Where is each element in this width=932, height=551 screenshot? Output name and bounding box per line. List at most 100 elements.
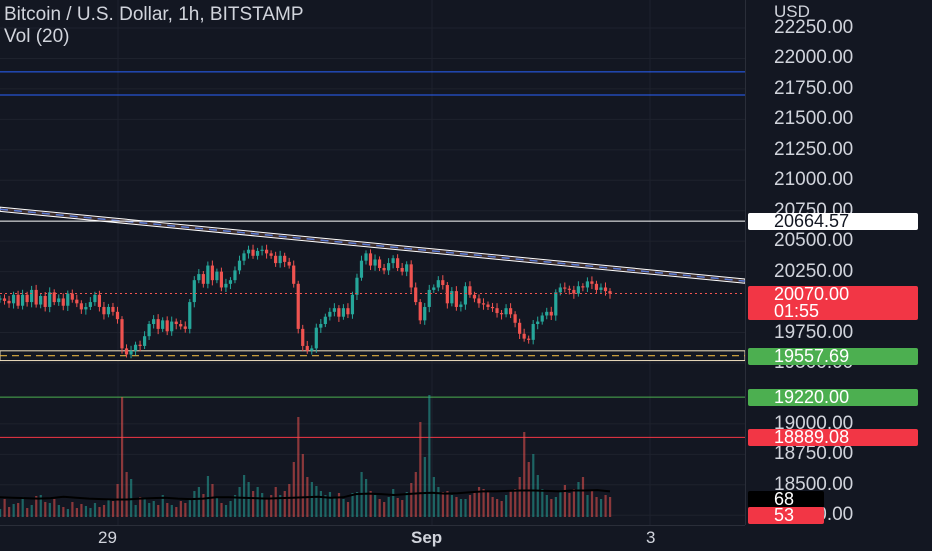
candle-body	[246, 249, 251, 254]
volume-ma-line	[0, 489, 611, 501]
candle-body	[576, 286, 580, 294]
candle-body	[264, 249, 269, 254]
symbol-title[interactable]: Bitcoin / U.S. Dollar, 1h, BITSTAMP	[4, 4, 304, 25]
candle-body	[102, 306, 106, 315]
volume-bar	[8, 507, 11, 517]
candle-body	[260, 249, 264, 251]
volume-bar	[238, 487, 241, 517]
candle-body	[228, 280, 233, 284]
volume-bar	[355, 492, 359, 517]
candle-body	[563, 287, 567, 289]
volume-bar	[599, 499, 603, 517]
time-axis[interactable]: 29 Sep 3	[0, 525, 745, 551]
candle-body	[377, 259, 382, 268]
price-axis[interactable]: USD 22250.00 22000.00 21750.00 21500.00 2125…	[745, 0, 932, 525]
volume-bar	[550, 499, 553, 517]
volume-bar	[243, 475, 246, 517]
volume-bar	[252, 491, 255, 517]
candle-body	[590, 281, 594, 284]
volume-bar	[324, 495, 327, 517]
volume-bar	[166, 503, 169, 517]
volume-bar	[581, 477, 585, 517]
candle-body	[11, 294, 16, 304]
time-label-3: 3	[646, 528, 656, 547]
trend-channel-midline	[0, 208, 745, 282]
volume-bar	[514, 489, 517, 517]
candle-body	[332, 308, 336, 312]
volume-bar	[62, 507, 65, 517]
candle-body	[423, 306, 427, 321]
price-tick-label: 21500.00	[774, 108, 854, 130]
volume-bar	[541, 489, 544, 517]
candle-body	[274, 255, 278, 264]
candle-body	[70, 293, 74, 300]
volume-bar	[224, 505, 228, 517]
candle-body	[599, 287, 603, 290]
volume-bar	[595, 497, 598, 517]
volume-bar	[518, 477, 521, 517]
candle-body	[97, 294, 102, 307]
chart-area[interactable]: Bitcoin / U.S. Dollar, 1h, BITSTAMP Vol …	[0, 0, 745, 525]
volume-bar	[270, 495, 273, 517]
volume-bar	[428, 395, 431, 517]
candle-body	[296, 283, 300, 329]
volume-bar	[491, 497, 494, 517]
candle-body	[364, 253, 368, 261]
volume-bar	[563, 485, 567, 517]
volume-bar	[333, 497, 336, 517]
volume-bar	[143, 499, 146, 517]
volume-bar	[175, 507, 178, 517]
candle-body	[567, 288, 571, 290]
currency-label[interactable]: USD	[774, 2, 810, 21]
volume-bar	[568, 493, 571, 517]
volume-bar	[319, 491, 323, 517]
candle-body	[197, 274, 201, 281]
candle-body	[224, 283, 228, 288]
candle-body	[16, 294, 20, 306]
volume-bar	[410, 483, 413, 517]
candle-body	[210, 265, 214, 281]
volume-bar	[590, 491, 594, 517]
price-tick-label: 21750.00	[774, 77, 854, 99]
volume-bar	[26, 508, 29, 517]
volume-bar	[545, 495, 548, 517]
candle-body	[454, 291, 458, 307]
candle-body	[499, 313, 504, 315]
volume-bar	[523, 432, 526, 517]
candle-body	[25, 294, 29, 303]
volume-indicator-label[interactable]: Vol (20)	[4, 26, 70, 47]
candle-body	[61, 298, 65, 306]
red-level-tag: 18889.08	[748, 428, 918, 447]
candle-body	[314, 327, 318, 349]
candle-body	[527, 338, 531, 340]
candle-body	[2, 298, 7, 301]
bar-countdown: 01:55	[774, 300, 820, 321]
volume-bar	[572, 489, 576, 517]
candle-body	[504, 308, 508, 315]
volume-bar	[337, 493, 341, 517]
candle-body	[88, 302, 92, 307]
volume-bar	[401, 500, 404, 517]
volume-bar	[292, 462, 295, 517]
volume-bar	[247, 482, 250, 517]
candle-body	[188, 302, 192, 329]
candle-body	[292, 265, 296, 284]
candle-body	[219, 271, 224, 288]
candle-body	[179, 324, 183, 327]
volume-bar	[220, 503, 223, 517]
volume-bar	[396, 498, 399, 517]
candle-body	[554, 292, 558, 316]
last-price-tag: 20070.00 01:55	[748, 285, 918, 321]
volume-bar	[3, 499, 6, 517]
candle-body	[242, 253, 246, 261]
candle-body	[545, 311, 549, 316]
volume-bar	[134, 505, 137, 517]
candle-body	[518, 322, 522, 334]
volume-bar	[48, 503, 51, 517]
volume-bar	[496, 499, 499, 517]
volume-bar	[482, 489, 485, 517]
volume-bar	[17, 503, 20, 517]
volume-bar	[437, 487, 440, 517]
candle-body	[400, 267, 404, 272]
price-chart[interactable]	[0, 0, 745, 525]
